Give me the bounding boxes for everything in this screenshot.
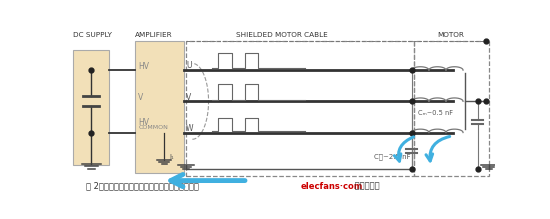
Text: elecfans·com: elecfans·com bbox=[301, 182, 364, 191]
Bar bbox=[73, 50, 109, 164]
Bar bbox=[414, 41, 488, 175]
Text: DC SUPPLY: DC SUPPLY bbox=[73, 32, 112, 38]
Text: V: V bbox=[186, 93, 191, 102]
Text: U: U bbox=[186, 61, 191, 70]
Text: 图 2．将驱动电缆屏蔽可使噪声电流安全流入地。: 图 2．将驱动电缆屏蔽可使噪声电流安全流入地。 bbox=[86, 182, 199, 191]
Bar bbox=[135, 41, 184, 173]
Text: HV: HV bbox=[138, 118, 149, 127]
Text: HV: HV bbox=[138, 62, 149, 71]
Text: AMPLIFIER: AMPLIFIER bbox=[135, 32, 173, 38]
Text: V: V bbox=[138, 94, 144, 102]
Text: COMMON: COMMON bbox=[138, 125, 168, 130]
Bar bbox=[186, 41, 414, 175]
Text: SHIELDED MOTOR CABLE: SHIELDED MOTOR CABLE bbox=[236, 32, 328, 38]
Text: Cₘ~0.5 nF: Cₘ~0.5 nF bbox=[419, 110, 453, 116]
Text: 电子发烧友: 电子发烧友 bbox=[352, 182, 380, 191]
Text: W: W bbox=[186, 124, 194, 133]
Text: MOTOR: MOTOR bbox=[437, 32, 464, 38]
Text: C꜀~2.5 nF: C꜀~2.5 nF bbox=[373, 154, 410, 160]
Text: J₁: J₁ bbox=[169, 154, 174, 160]
